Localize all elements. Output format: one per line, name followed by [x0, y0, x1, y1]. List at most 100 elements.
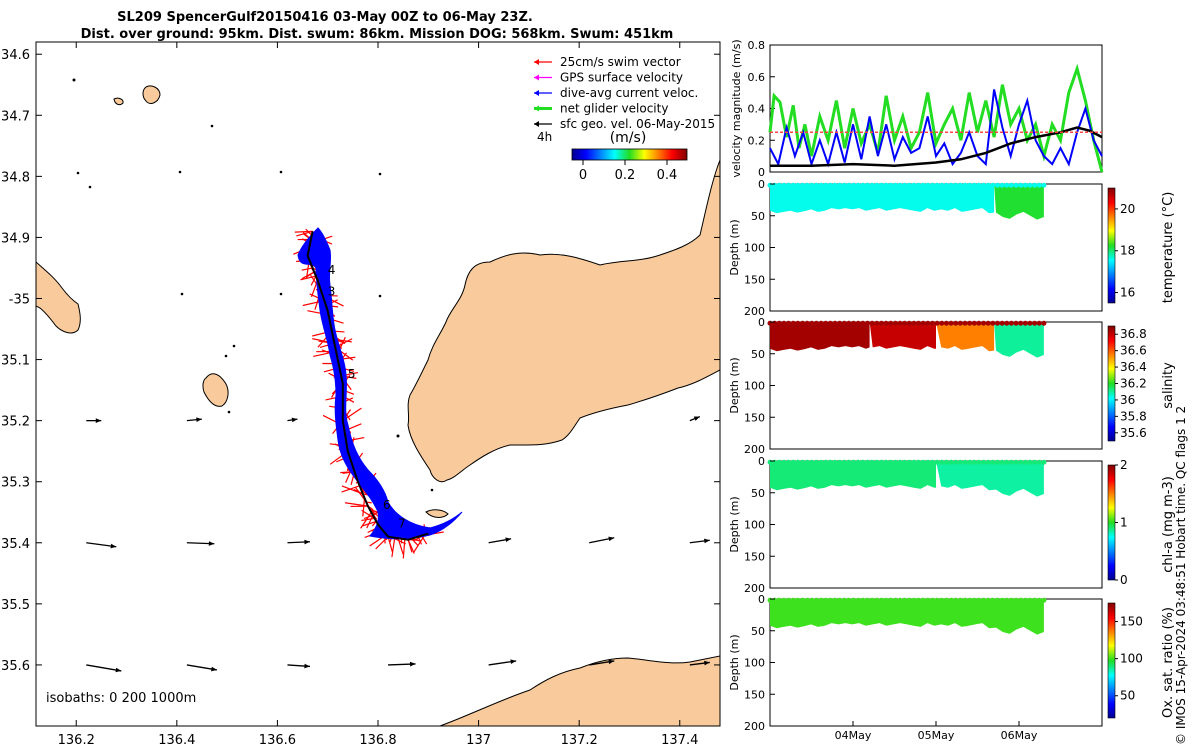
- profile-point: [916, 597, 922, 603]
- profile-point: [1013, 459, 1019, 465]
- profile-point: [832, 459, 838, 465]
- profile-point: [1022, 182, 1028, 188]
- profile-point: [906, 182, 912, 188]
- section-colorbar: [1107, 325, 1116, 442]
- day-mark: 3: [328, 284, 336, 298]
- section-fill: [770, 184, 995, 214]
- swim-vector: [397, 538, 404, 555]
- profile-point: [892, 459, 898, 465]
- profile-point: [818, 182, 824, 188]
- map-y-tick-label: 34.6: [1, 48, 30, 63]
- sfc-geo-arrowhead: [608, 659, 615, 665]
- profile-point: [906, 597, 912, 603]
- profile-point: [809, 182, 815, 188]
- sfc-geo-arrowhead: [304, 539, 310, 545]
- profile-point: [790, 320, 796, 326]
- profile-point: [781, 459, 787, 465]
- profile-point: [855, 597, 861, 603]
- section-y-tick-label: 50: [751, 348, 765, 361]
- profile-point: [781, 320, 787, 326]
- velocity-y-tick-label: 0.2: [748, 134, 766, 147]
- profile-point: [971, 459, 977, 465]
- profile-point: [971, 320, 977, 326]
- profile-point: [795, 182, 801, 188]
- profile-point: [799, 182, 805, 188]
- map-y-tick-label: 35.1: [1, 354, 30, 369]
- profile-point: [1041, 182, 1047, 188]
- map-x-tick-label: 136.8: [359, 733, 396, 748]
- profile-point: [920, 597, 926, 603]
- profile-point: [776, 459, 782, 465]
- sfc-geo-vector: [86, 664, 122, 672]
- section-y-tick-label: 0: [758, 455, 765, 468]
- profile-point: [1027, 459, 1033, 465]
- profile-point: [823, 459, 829, 465]
- profile-point: [851, 182, 857, 188]
- profile-point: [888, 597, 894, 603]
- land-island-b: [113, 97, 124, 106]
- velocity-panel: 0 0.2 0.4 0.6 0.8 velocity magnitude (m/s): [730, 39, 1104, 179]
- speed-colorbar-ticks: 0 0.2 0.4: [579, 160, 677, 183]
- section-fill: [770, 461, 936, 491]
- day-mark: 4: [328, 263, 336, 277]
- profile-point: [925, 320, 931, 326]
- section-fill: [770, 322, 870, 352]
- profile-point: [869, 597, 875, 603]
- profile-point: [827, 459, 833, 465]
- section-colorbar-label: 36.4: [1120, 360, 1147, 374]
- section-panel-temperature: 0 50 100 150 200 Depth (m) 20 18 16 temperature (…: [728, 178, 1176, 318]
- profile-point: [1008, 597, 1014, 603]
- section-y-tick-label: 50: [751, 625, 765, 638]
- legend-label-dive: dive-avg current veloc.: [560, 86, 698, 100]
- profile-point: [823, 597, 829, 603]
- sfc-geo-arrowhead: [95, 418, 102, 423]
- profile-point: [953, 459, 959, 465]
- profile-point: [864, 320, 870, 326]
- section-colorbar-label: 35.8: [1120, 409, 1147, 423]
- profile-point: [823, 320, 829, 326]
- profile-point: [943, 597, 949, 603]
- profile-point: [985, 320, 991, 326]
- profile-point: [813, 459, 819, 465]
- profile-point: [929, 597, 935, 603]
- profile-point: [813, 597, 819, 603]
- map-y-tick-label: 35.5: [1, 598, 30, 613]
- profile-point: [1004, 597, 1010, 603]
- profile-point: [906, 459, 912, 465]
- profile-point: [786, 597, 792, 603]
- profile-point: [994, 182, 1000, 188]
- profile-point: [920, 320, 926, 326]
- profile-point: [869, 459, 875, 465]
- section-y-tick-label: 200: [744, 720, 765, 733]
- profile-point: [883, 459, 889, 465]
- section-colorbar-title: chl-a (mg m-3): [1161, 476, 1176, 573]
- profile-point: [883, 320, 889, 326]
- profile-point: [967, 597, 973, 603]
- map-legend: 25cm/s swim vector GPS surface velocitydi…: [534, 55, 715, 131]
- profile-point: [813, 182, 819, 188]
- profile-point: [855, 459, 861, 465]
- profile-point: [892, 597, 898, 603]
- velocity-y-tick-label: 0.4: [748, 103, 766, 116]
- profile-point: [781, 597, 787, 603]
- profile-point: [911, 459, 917, 465]
- sfc-geo-arrowhead: [608, 536, 615, 542]
- section-y-label: Depth (m): [728, 496, 741, 552]
- profile-point: [781, 182, 787, 188]
- legend-label-swim: 25cm/s swim vector: [560, 55, 681, 69]
- profile-point: [827, 182, 833, 188]
- profile-point: [786, 459, 792, 465]
- day-mark: 5: [348, 367, 356, 381]
- profile-point: [818, 597, 824, 603]
- profile-point: [1013, 182, 1019, 188]
- profile-point: [860, 320, 866, 326]
- section-y-label: Depth (m): [728, 357, 741, 413]
- section-colorbar: [1107, 602, 1116, 719]
- velocity-y-tick-label: 0.6: [748, 71, 766, 84]
- section-colorbar-title: Ox. sat. ratio (%): [1161, 607, 1176, 718]
- profile-point: [827, 597, 833, 603]
- map-y-tick-label: 35.3: [1, 476, 30, 491]
- profile-point: [864, 459, 870, 465]
- section-colorbar-label: 150: [1120, 615, 1143, 629]
- speed-colorbar-tick-label: 0.2: [615, 168, 636, 183]
